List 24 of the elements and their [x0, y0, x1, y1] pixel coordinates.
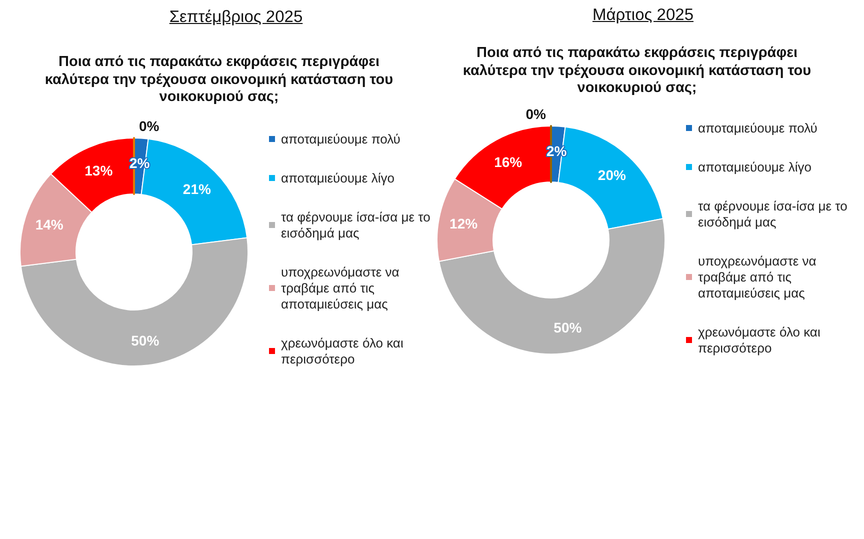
- data-label: 12%: [450, 215, 478, 232]
- legend-label: αποταμιεύουμε πολύ: [698, 120, 818, 136]
- legend-label: αποταμιεύουμε λίγο: [281, 170, 394, 186]
- legend-label: υποχρεωνόμαστε να τραβάμε από τις αποταμιεύσεις μας: [698, 254, 817, 300]
- data-label: 16%: [494, 154, 523, 170]
- data-label: 13%: [84, 162, 114, 178]
- legend-label: αποταμιεύουμε πολύ: [281, 132, 400, 146]
- legend-label: χρεωνόμαστε όλο και περισσότερο: [281, 336, 404, 366]
- legend-label: υποχρεωνόμαστε να τραβάμε από τις αποταμιεύσεις μας: [281, 264, 400, 312]
- data-label: 21%: [182, 181, 212, 198]
- data-label: 20%: [598, 167, 626, 184]
- legend-label: αποταμιεύουμε λίγο: [698, 160, 812, 174]
- data-label: 50%: [131, 332, 160, 348]
- legend-label: τα φέρνουμε ίσα-ίσα με το εισόδημά μας: [698, 198, 848, 230]
- legend-label: χρεωνόμαστε όλο και περισσότερο: [698, 324, 820, 356]
- data-label: 14%: [35, 216, 64, 232]
- text: 0%: [139, 118, 160, 134]
- chart-subtitle: Ποια από τις παρακάτω εκφράσεις περιγράφει καλύτερα την τρέχουσα οικονομική κατάσταση του νοικοκυριού σας;: [44, 54, 394, 106]
- chart-title: Μάρτιος 2025: [592, 6, 694, 24]
- chart-title: Σεπτέμβριος 2025: [169, 8, 303, 26]
- data-label: 50%: [554, 319, 582, 336]
- legend-label: τα φέρνουμε ίσα-ίσα με το εισόδημά μας: [281, 210, 430, 240]
- text: 0%: [526, 106, 546, 122]
- chart-subtitle: Ποια από τις παρακάτω εκφράσεις περιγράφει καλύτερα την τρέχουσα οικονομική κατάσταση του νοικοκυριού σας;: [462, 45, 812, 98]
